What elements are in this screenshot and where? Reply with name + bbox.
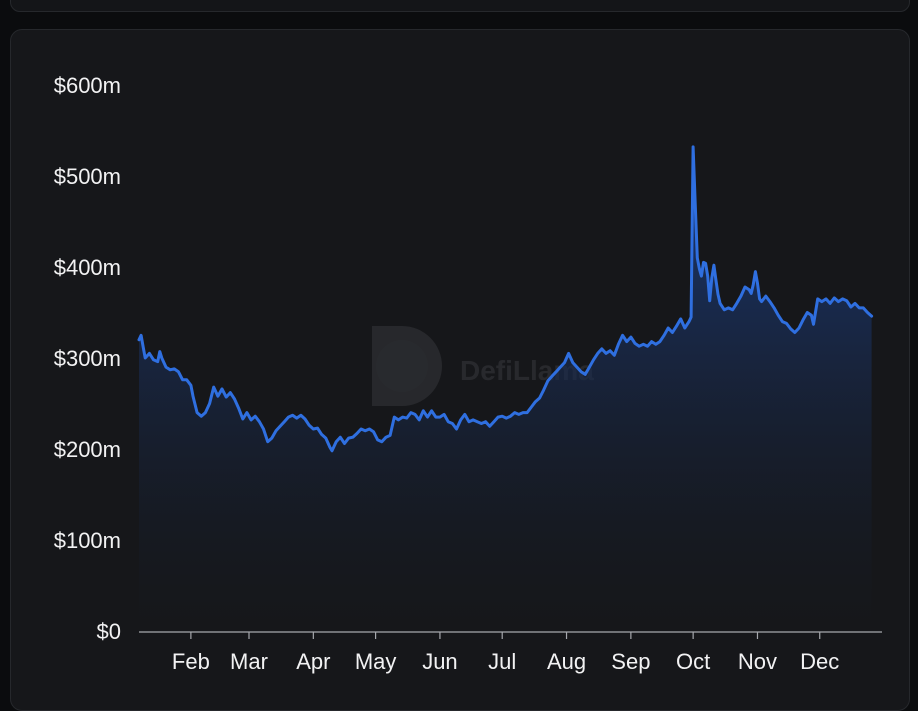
y-tick-label: $400m (54, 255, 121, 280)
defillama-logo-icon (372, 326, 442, 406)
x-tick-label: Mar (230, 649, 268, 674)
x-tick-label: Jul (488, 649, 516, 674)
x-axis: Feb Mar Apr May Jun Jul Aug Sep Oct Nov Dec (139, 631, 882, 674)
y-axis: $0 $100m $200m $300m $400m $500m $600m (54, 73, 121, 644)
x-tick-label: Sep (611, 649, 650, 674)
x-tick-label: Dec (800, 649, 839, 674)
x-tick-label: Feb (172, 649, 210, 674)
x-tick-label: Jun (422, 649, 457, 674)
y-tick-label: $600m (54, 73, 121, 98)
y-tick-label: $200m (54, 437, 121, 462)
x-tick-label: Oct (676, 649, 710, 674)
y-tick-label: $500m (54, 164, 121, 189)
series-area (139, 146, 872, 631)
series-line (137, 145, 874, 453)
llama-logo-icon (376, 340, 428, 392)
x-tick-label: May (355, 649, 397, 674)
y-tick-label: $100m (54, 528, 121, 553)
x-tick-label: Apr (296, 649, 330, 674)
y-tick-label: $0 (97, 619, 121, 644)
y-tick-label: $300m (54, 346, 121, 371)
x-tick-label: Aug (547, 649, 586, 674)
x-tick-label: Nov (738, 649, 777, 674)
area-layer (137, 145, 874, 631)
